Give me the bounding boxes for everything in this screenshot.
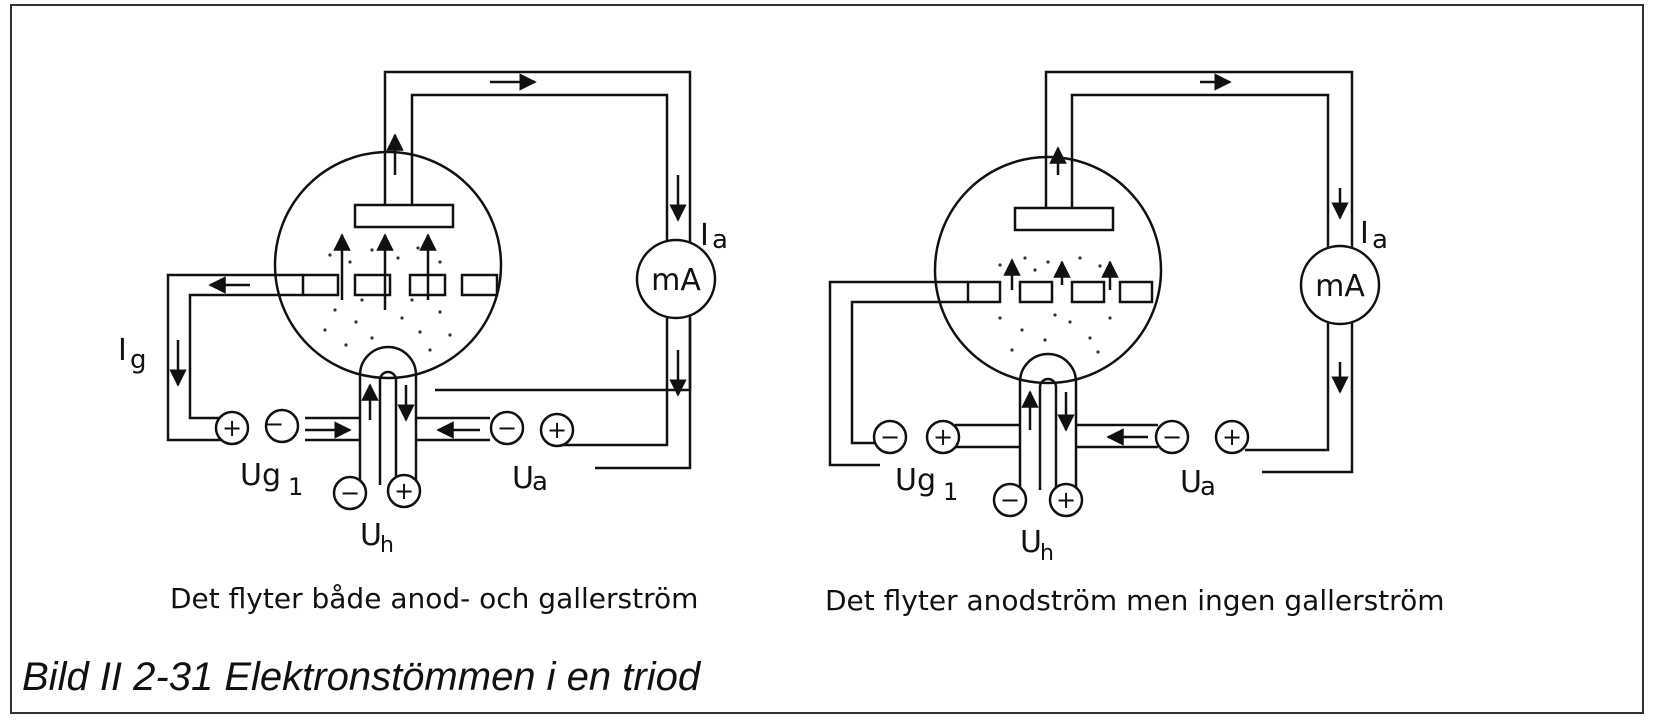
right-ma-meter	[1299, 244, 1381, 326]
left-anode-plate	[353, 203, 455, 229]
left-grid-current-sub: g	[130, 345, 147, 375]
right-ua-plus-terminal	[1214, 419, 1250, 455]
left-cathode	[358, 345, 418, 485]
right-anode-wire	[1044, 70, 1354, 250]
right-grid-bar	[966, 280, 1002, 304]
right-plus-sign: +	[1222, 423, 1242, 451]
left-labels: − + − + − + mA I a I g Ug 1 U a U h	[118, 218, 728, 558]
left-ug-minus-terminal	[264, 408, 300, 444]
left-anode-wire	[383, 70, 692, 392]
right-meter-label: mA	[1315, 269, 1365, 304]
left-diagram	[166, 70, 717, 511]
figure-title: Bild II 2-31 Elektronstömmen i en triod	[22, 655, 701, 699]
right-anode-current-label: I	[1360, 216, 1369, 251]
right-anode-voltage-label: U	[1180, 465, 1202, 500]
left-grid-wire	[166, 273, 303, 442]
left-plus-sign: +	[547, 416, 567, 444]
left-diagram-caption: Det flyter både anod- och gallerström	[170, 582, 699, 615]
left-uh-minus-terminal	[332, 475, 368, 511]
left-ug-plus-terminal	[214, 410, 250, 446]
left-anode-voltage-sub: a	[532, 467, 548, 497]
left-anode-current-label: I	[700, 218, 709, 253]
right-grid-voltage-sub: 1	[943, 478, 958, 506]
left-minus-sign: −	[497, 414, 517, 442]
left-grid-voltage-sub: 1	[288, 473, 303, 501]
right-grid-bar	[1118, 280, 1154, 304]
right-grid-wire	[828, 280, 968, 467]
right-grid-bar	[1018, 280, 1054, 304]
right-grid-bar	[1070, 280, 1106, 304]
left-minus-sign: −	[264, 410, 284, 438]
right-grid-voltage-label: Ug	[895, 463, 936, 498]
left-plus-sign: +	[394, 477, 414, 505]
right-anode-plate	[1013, 206, 1115, 232]
right-diagram-caption: Det flyter anodström men ingen gallerstr…	[825, 584, 1445, 617]
left-anode-voltage-label: U	[512, 461, 534, 496]
left-uh-plus-terminal	[386, 473, 422, 509]
left-grid-voltage-label: Ug	[240, 458, 281, 493]
left-heater-voltage-sub: h	[380, 533, 394, 558]
right-ug-plus-terminal	[925, 419, 961, 455]
right-cathode	[1018, 352, 1078, 490]
left-heater-voltage-label: U	[360, 518, 382, 553]
right-anode-current-sub: a	[1372, 225, 1388, 255]
left-ua-minus-terminal	[489, 410, 525, 446]
left-tube-envelope	[273, 150, 503, 380]
left-grid-bar	[460, 273, 499, 297]
left-meter-label: mA	[651, 263, 701, 298]
left-grid-bar	[353, 273, 392, 297]
right-uh-minus-terminal	[992, 482, 1028, 518]
right-ua-minus-terminal	[1154, 419, 1190, 455]
left-electron-dots	[323, 246, 452, 352]
left-anode-current-sub: a	[712, 225, 728, 255]
right-minus-sign: −	[1000, 486, 1020, 514]
left-ua-plus-terminal	[539, 412, 575, 448]
left-ma-meter	[635, 238, 717, 320]
left-grid-bar	[301, 273, 340, 297]
right-ug-minus-terminal	[872, 419, 908, 455]
right-heater-voltage-label: U	[1020, 525, 1042, 560]
left-minus-sign: −	[340, 479, 360, 507]
figure-frame	[10, 4, 1644, 714]
right-minus-sign: −	[880, 423, 900, 451]
right-minus-sign: −	[1162, 423, 1182, 451]
right-labels: − + − + − + mA I a Ug 1 U a U h	[880, 216, 1388, 566]
right-heater-voltage-sub: h	[1040, 541, 1054, 566]
right-plus-sign: +	[933, 423, 953, 451]
right-electron-dots	[998, 256, 1112, 354]
right-uh-plus-terminal	[1048, 482, 1084, 518]
right-diagram	[828, 70, 1381, 518]
right-tube-envelope	[933, 155, 1163, 385]
right-anode-voltage-sub: a	[1200, 472, 1216, 502]
right-plus-sign: +	[1056, 486, 1076, 514]
left-plus-sign: +	[222, 414, 242, 442]
left-grid-current-label: I	[118, 333, 127, 368]
